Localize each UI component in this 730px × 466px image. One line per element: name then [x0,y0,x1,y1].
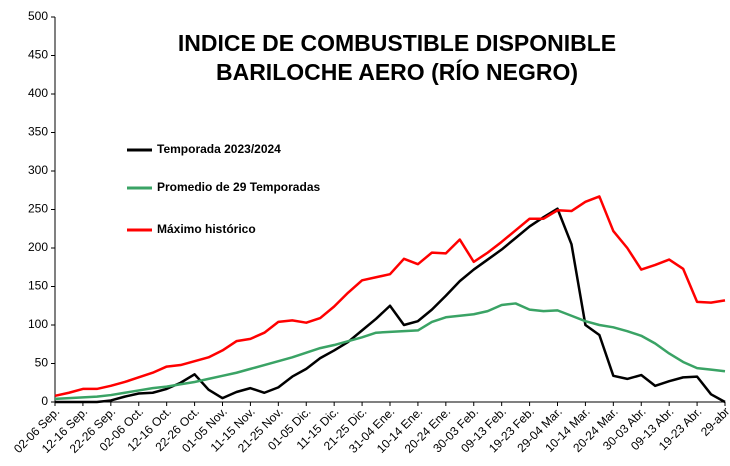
y-tick-label: 100 [28,317,48,331]
y-tick-label: 500 [28,9,48,23]
y-tick-label: 200 [28,240,48,254]
y-tick-label: 300 [28,163,48,177]
y-tick-label: 350 [28,125,48,139]
legend-label: Máximo histórico [157,222,256,236]
x-tick-label: 29-abr [698,404,730,438]
y-tick-label: 400 [28,86,48,100]
y-tick-label: 450 [28,48,48,62]
legend-label: Promedio de 29 Temporadas [157,180,320,194]
series-line [54,195,726,398]
series-line [54,302,726,401]
y-tick-label: 250 [28,202,48,216]
y-tick-label: 0 [41,394,48,408]
chart-title: BARILOCHE AERO (RÍO NEGRO) [216,58,578,85]
y-tick-label: 150 [28,279,48,293]
series-line [55,207,726,404]
chart-title: INDICE DE COMBUSTIBLE DISPONIBLE [178,30,616,56]
y-tick-label: 50 [35,356,49,370]
legend-label: Temporada 2023/2024 [157,142,281,156]
